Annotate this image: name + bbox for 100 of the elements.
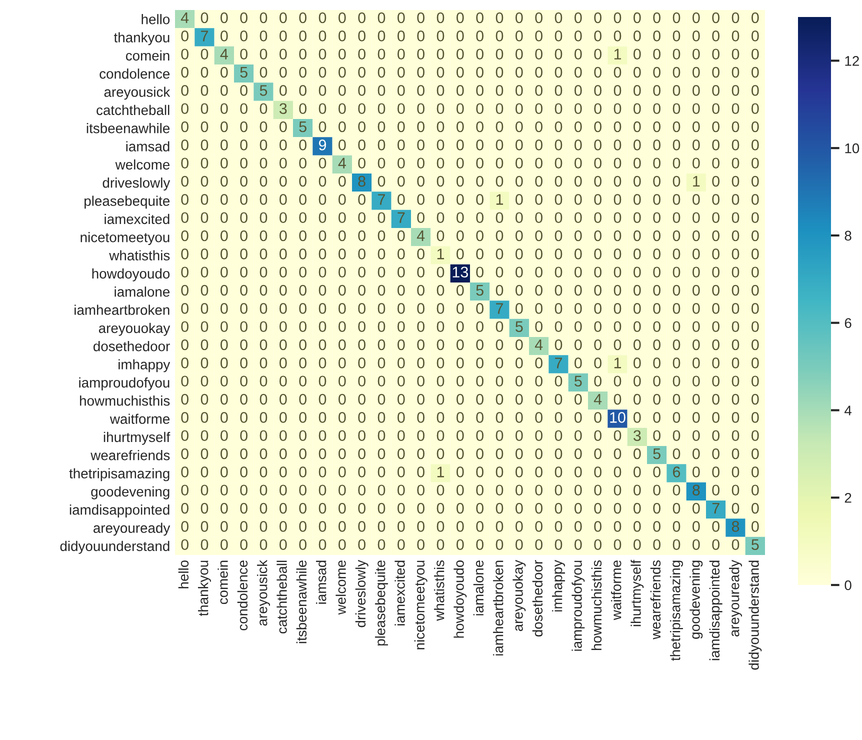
data-label: 0: [516, 266, 523, 278]
data-label: 0: [554, 466, 562, 478]
data-label: 0: [516, 194, 523, 205]
data-label: 0: [220, 85, 228, 96]
data-label: 0: [378, 484, 386, 496]
data-label: 0: [594, 303, 602, 314]
data-label: 0: [614, 394, 622, 405]
data-label: 0: [220, 376, 228, 387]
data-label: 0: [358, 448, 366, 460]
data-label: 0: [417, 66, 424, 78]
data-label: 0: [752, 85, 759, 96]
data-label: 0: [220, 212, 228, 224]
data-label: 0: [200, 12, 208, 24]
data-label: 0: [672, 48, 680, 60]
data-label: 0: [398, 448, 405, 460]
data-label: 0: [240, 212, 248, 224]
data-label: 0: [732, 376, 740, 387]
data-label: 0: [417, 248, 424, 260]
data-label: 0: [338, 502, 346, 514]
data-label: 0: [496, 212, 504, 224]
data-label: 0: [752, 212, 759, 224]
data-label: 0: [318, 448, 326, 460]
data-label: 0: [554, 140, 562, 150]
data-label: 0: [712, 430, 720, 442]
data-label: 0: [338, 321, 346, 332]
data-label: 0: [378, 394, 386, 405]
data-label: 0: [496, 284, 504, 296]
x-tick-label: howdoyoudo: [454, 560, 467, 638]
data-label: 0: [653, 194, 660, 205]
data-label: 0: [200, 248, 208, 260]
data-label: 0: [398, 502, 405, 514]
data-label: 0: [299, 212, 306, 224]
data-label: 0: [712, 321, 720, 332]
data-label: 0: [653, 303, 660, 314]
data-label: 0: [752, 484, 759, 496]
x-tick-label: iamheartbroken: [493, 560, 504, 656]
data-label: 0: [200, 339, 208, 350]
data-label: 0: [614, 303, 622, 314]
data-label: 7: [555, 358, 562, 368]
data-label: 0: [436, 502, 444, 514]
data-label: 0: [260, 539, 268, 550]
data-label: 0: [574, 248, 582, 260]
data-label: 0: [516, 48, 523, 60]
data-label: 0: [318, 30, 326, 42]
data-label: 0: [436, 85, 444, 96]
data-label: 0: [516, 248, 523, 260]
data-label: 0: [476, 394, 484, 405]
data-label: 0: [200, 358, 208, 368]
data-label: 0: [516, 85, 523, 96]
data-label: 0: [358, 539, 366, 550]
data-label: 0: [594, 212, 602, 224]
data-label: 0: [653, 248, 660, 260]
data-label: 0: [516, 212, 523, 224]
data-label: 0: [672, 176, 680, 187]
data-label: 9: [318, 140, 326, 150]
data-label: 0: [436, 303, 444, 314]
data-label: 0: [672, 394, 680, 405]
data-label: 0: [614, 121, 622, 132]
y-tick-label: driveslowly: [102, 178, 170, 190]
data-label: 0: [712, 412, 720, 423]
data-label: 0: [574, 140, 582, 150]
data-label: 0: [594, 85, 602, 96]
data-label: 0: [634, 484, 641, 496]
data-label: 0: [181, 502, 188, 514]
data-label: 0: [200, 321, 208, 332]
y-tick-label: catchtheball: [96, 104, 170, 116]
color-bar-label: 0: [844, 580, 852, 590]
data-label: 0: [692, 12, 700, 24]
data-label: 0: [181, 539, 188, 550]
data-label: 0: [594, 339, 602, 350]
data-label: 0: [200, 284, 208, 296]
data-label: 1: [437, 466, 444, 478]
data-label: 0: [535, 194, 542, 205]
data-label: 0: [398, 103, 405, 114]
data-label: 0: [574, 230, 582, 242]
data-label: 0: [358, 394, 366, 405]
data-label: 0: [732, 466, 740, 478]
data-label: 0: [516, 30, 523, 42]
data-label: 0: [240, 448, 248, 460]
data-label: 0: [535, 103, 542, 114]
data-label: 0: [732, 502, 740, 514]
data-label: 0: [712, 376, 720, 387]
data-label: 0: [220, 230, 228, 242]
data-label: 5: [260, 85, 268, 96]
data-label: 0: [752, 48, 759, 60]
data-label: 0: [574, 448, 582, 460]
data-label: 0: [732, 248, 740, 260]
data-label: 0: [358, 502, 366, 514]
data-label: 0: [398, 430, 405, 442]
data-label: 0: [280, 376, 287, 387]
data-label: 0: [516, 284, 523, 296]
data-label: 0: [318, 376, 326, 387]
data-label: 0: [535, 430, 542, 442]
data-label: 0: [318, 502, 326, 514]
data-label: 0: [712, 140, 720, 150]
data-label: 0: [574, 358, 582, 368]
data-label: 0: [614, 339, 622, 350]
data-label: 0: [712, 176, 720, 187]
data-label: 0: [712, 539, 720, 550]
data-label: 0: [200, 502, 208, 514]
